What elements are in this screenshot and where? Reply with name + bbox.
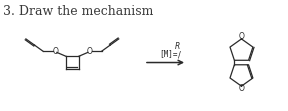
Text: /: /: [178, 51, 181, 60]
Text: O: O: [52, 47, 58, 56]
Text: O: O: [87, 47, 92, 56]
Text: O: O: [238, 32, 244, 41]
Text: [M]=: [M]=: [159, 49, 178, 58]
Text: R: R: [175, 42, 180, 51]
Text: O: O: [238, 84, 244, 93]
Text: 3. Draw the mechanism: 3. Draw the mechanism: [3, 5, 154, 18]
